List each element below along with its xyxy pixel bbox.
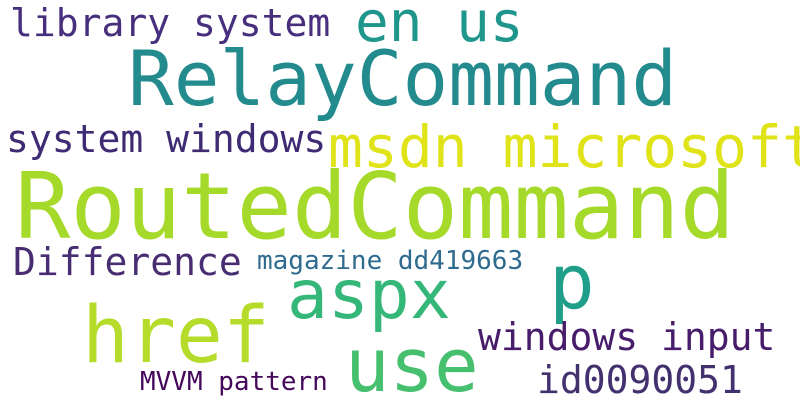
word-aspx: aspx: [287, 256, 451, 335]
word-difference: Difference: [13, 240, 242, 284]
word-href: href: [82, 291, 270, 381]
word-relaycommand: RelayCommand: [128, 34, 678, 123]
word-id0090051: id0090051: [537, 358, 743, 400]
word-windows-input: windows input: [478, 315, 776, 359]
word-p: p: [549, 237, 595, 326]
word-magazine-dd419663: magazine dd419663: [257, 246, 524, 276]
word-mvvm-pattern: MVVM pattern: [140, 367, 328, 397]
word-use: use: [345, 323, 479, 400]
word-routedcommand: RoutedCommand: [15, 153, 736, 260]
word-library-system: library system: [10, 1, 331, 45]
word-msdn-microsoft: msdn microsoft: [328, 113, 800, 181]
word-system-windows: system windows: [6, 117, 327, 161]
word-en-us: en us: [355, 0, 524, 55]
